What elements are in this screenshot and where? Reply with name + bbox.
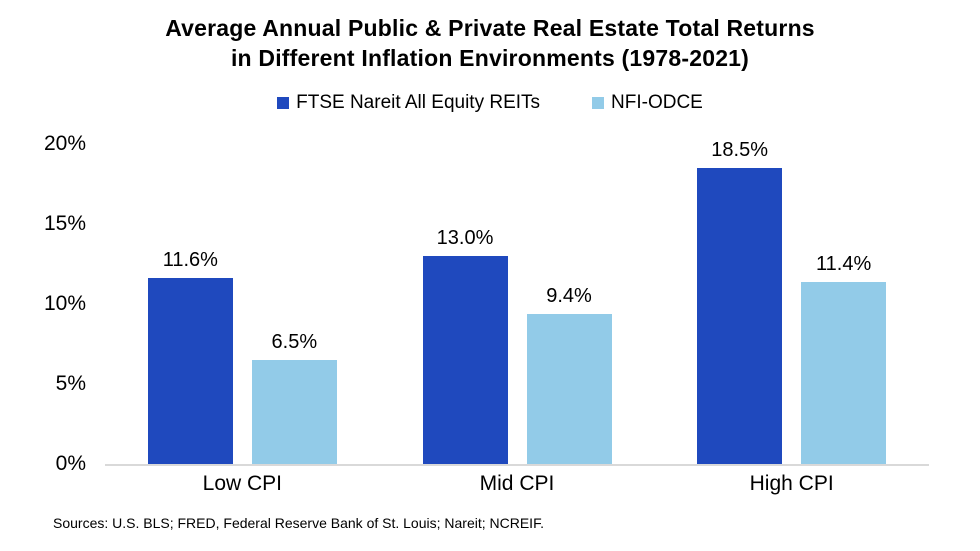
plot-area: 0% 5% 10% 15% 20% 11.6% 6.5% Low CPI 13.0% 9.4% Mi… (44, 132, 929, 495)
bar-value-label-ftse-nareit-all-equity-reits-high-cpi: 18.5% (711, 139, 769, 161)
bar-value-label-ftse-nareit-all-equity-reits-mid-cpi: 13.0% (436, 227, 494, 249)
bar-nfi-odce-high-cpi (801, 281, 887, 464)
x-axis-label-low-cpi: Low CPI (202, 472, 283, 495)
x-axis-label-mid-cpi: Mid CPI (479, 472, 555, 495)
legend-item-ftse-nareit: FTSE Nareit All Equity REITs (277, 92, 540, 114)
bar-value-label-nfi-odce-high-cpi: 11.4% (816, 252, 872, 275)
legend-swatch-nfi-odce-icon (592, 97, 605, 109)
chart-title: Average Annual Public & Private Real Est… (0, 13, 980, 73)
legend-label-nfi-odce: NFI-ODCE (611, 92, 703, 113)
bar-ftse-nareit-all-equity-reits-low-cpi (147, 278, 233, 464)
bar-ftse-nareit-all-equity-reits-mid-cpi (422, 256, 508, 464)
x-axis-line (105, 464, 929, 466)
bar-nfi-odce-low-cpi (251, 360, 337, 464)
x-axis-label-high-cpi: High CPI (749, 472, 834, 495)
chart-legend: FTSE Nareit All Equity REITs NFI-ODCE (0, 92, 980, 114)
chart-title-line1: Average Annual Public & Private Real Est… (165, 15, 815, 41)
bar-nfi-odce-mid-cpi (526, 313, 612, 464)
y-axis-label-10: 10% (43, 292, 86, 315)
chart-title-line2: in Different Inflation Environments (197… (230, 45, 750, 71)
y-axis-label-5: 5% (55, 372, 86, 395)
bar-ftse-nareit-all-equity-reits-high-cpi (697, 168, 783, 464)
y-axis-label-0: 0% (55, 452, 86, 475)
y-axis-label-20: 20% (43, 132, 86, 155)
bar-value-label-ftse-nareit-all-equity-reits-low-cpi: 11.6% (162, 249, 218, 272)
legend-item-nfi-odce: NFI-ODCE (592, 92, 703, 114)
source-note: Sources: U.S. BLS; FRED, Federal Reserve… (53, 515, 544, 531)
legend-swatch-ftse-nareit-icon (277, 97, 290, 109)
bar-value-label-nfi-odce-mid-cpi: 9.4% (546, 284, 592, 307)
y-axis-label-15: 15% (43, 212, 86, 235)
bar-value-label-nfi-odce-low-cpi: 6.5% (271, 331, 318, 353)
legend-label-ftse-nareit: FTSE Nareit All Equity REITs (296, 92, 541, 113)
